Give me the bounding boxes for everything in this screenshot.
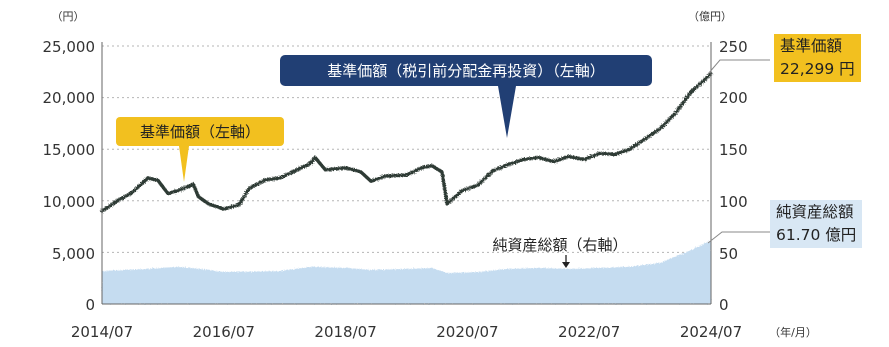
- x-tick: 2016/07: [193, 323, 255, 341]
- x-tick: 2022/07: [558, 323, 620, 341]
- x-tick: 2014/07: [71, 323, 133, 341]
- nav-end-title: 基準価額: [780, 37, 843, 55]
- callout-nav-reinvested: 基準価額（税引前分配金再投資）（左軸）: [280, 55, 652, 138]
- y-left-tick: 20,000: [43, 89, 96, 107]
- y-right-tick: 250: [719, 38, 748, 56]
- callout-box: [116, 117, 284, 146]
- y-right-tick: 200: [719, 89, 748, 107]
- x-tick: 2020/07: [436, 323, 498, 341]
- nav-end-label: 基準価額 22,299 円: [774, 34, 861, 82]
- y-left-tick: 15,000: [43, 141, 96, 159]
- y-left-tick: 25,000: [43, 38, 96, 56]
- callout-nav: 基準価額（左軸）: [116, 117, 284, 182]
- x-unit: （年/月）: [769, 325, 817, 339]
- y-left-tick: 10,000: [43, 193, 96, 211]
- y-right-tick: 150: [719, 141, 748, 159]
- assets-end-title: 純資産総額: [776, 203, 854, 221]
- callout-pointer: [179, 146, 189, 182]
- y-right-tick: 0: [719, 296, 729, 314]
- nav-end-value: 22,299 円: [780, 60, 855, 78]
- callout-label: 基準価額（左軸）: [140, 123, 260, 141]
- y-left-tick: 5,000: [52, 245, 95, 263]
- y-left-tick-labels: 0 5,000 10,000 15,000 20,000 25,000: [43, 38, 96, 314]
- annotation-label: 純資産総額（右軸）: [492, 236, 627, 254]
- nav-leader-line: [707, 59, 770, 75]
- y-left-tick: 0: [85, 296, 95, 314]
- y-right-tick-labels: 0 50 100 150 200 250: [719, 38, 748, 314]
- x-tick-labels: 2014/07 2016/07 2018/07 2020/07 2022/07 …: [71, 323, 742, 341]
- callout-pointer: [498, 86, 516, 138]
- annotation-net-assets: 純資産総額（右軸）: [492, 236, 628, 268]
- x-tick: 2024/07: [680, 323, 742, 341]
- nav-line: [100, 72, 713, 213]
- x-tick: 2018/07: [314, 323, 376, 341]
- callout-label: 基準価額（税引前分配金再投資）（左軸）: [327, 62, 605, 80]
- y-right-tick: 50: [719, 245, 738, 263]
- assets-end-value: 61.70 億円: [776, 226, 857, 244]
- y-right-unit: （億円）: [688, 10, 732, 23]
- callout-box: [280, 55, 652, 86]
- y-left-unit: （円）: [52, 10, 85, 23]
- assets-leader-line: [707, 231, 770, 244]
- assets-end-label: 純資産総額 61.70 億円: [770, 200, 863, 248]
- annotation-arrowhead: [562, 262, 570, 268]
- net-assets-area: [102, 240, 711, 304]
- y-right-tick: 100: [719, 193, 748, 211]
